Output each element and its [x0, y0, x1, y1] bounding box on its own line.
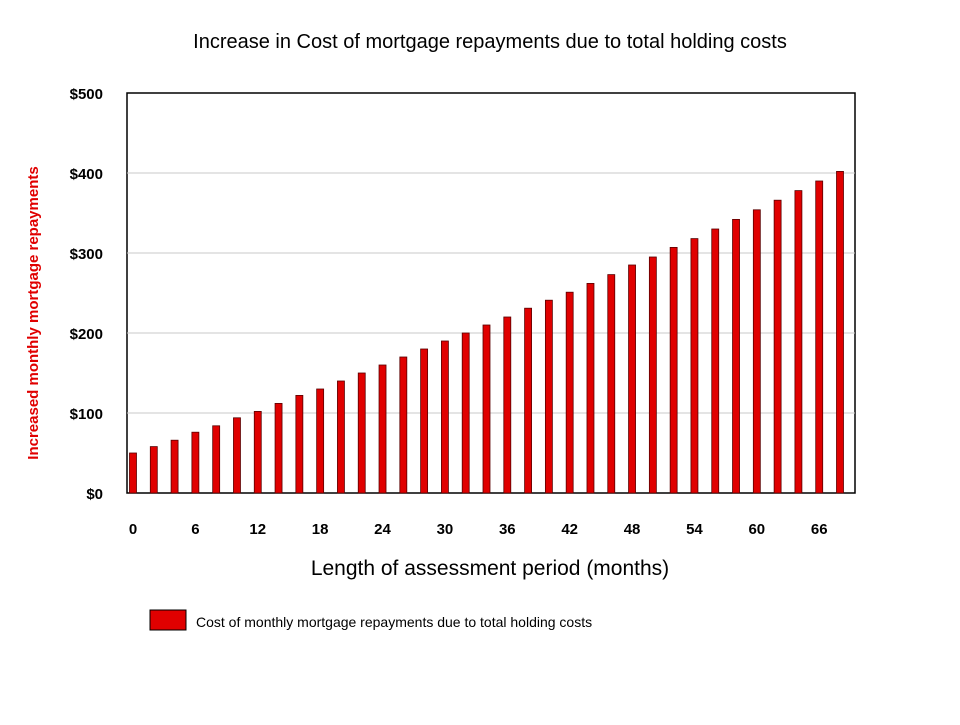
bar: [420, 348, 429, 494]
bar: [544, 299, 553, 494]
bar: [628, 264, 636, 494]
bar: [191, 431, 200, 494]
bar: [794, 190, 803, 494]
bar: [815, 180, 824, 494]
bar: [607, 274, 616, 494]
x-tick-label: 54: [686, 521, 703, 538]
x-tick-label: 18: [312, 521, 329, 538]
y-tick-label: $0: [86, 486, 103, 503]
bar: [524, 307, 532, 494]
bar: [274, 402, 283, 494]
chart-title: Increase in Cost of mortgage repayments …: [193, 31, 787, 53]
bar: [773, 199, 782, 494]
bar: [129, 452, 137, 494]
x-tick-label: 0: [129, 521, 137, 538]
legend-swatch: [149, 609, 187, 631]
legend: Cost of monthly mortgage repayments due …: [149, 609, 592, 631]
bar: [690, 238, 699, 494]
x-axis-label: Length of assessment period (months): [311, 557, 669, 580]
bars: [129, 170, 844, 494]
x-tick-label: 30: [437, 521, 454, 538]
y-axis-ticks: $0 $100 $200 $300 $400 $500: [70, 86, 103, 503]
bar: [752, 209, 761, 494]
x-tick-label: 48: [624, 521, 641, 538]
x-tick-label: 60: [748, 521, 765, 538]
y-tick-label: $300: [70, 246, 103, 263]
y-tick-label: $500: [70, 86, 103, 103]
bar: [732, 218, 740, 494]
legend-label: Cost of monthly mortgage repayments due …: [196, 614, 592, 630]
bar: [565, 291, 574, 494]
bar: [482, 324, 491, 494]
x-tick-label: 24: [374, 521, 391, 538]
y-tick-label: $200: [70, 326, 103, 343]
bar: [316, 388, 325, 494]
bar: [295, 394, 304, 494]
bar: [441, 340, 449, 494]
bar: [836, 170, 844, 494]
x-tick-label: 36: [499, 521, 516, 538]
bar: [357, 372, 366, 494]
y-tick-label: $400: [70, 166, 103, 183]
bar: [253, 410, 262, 494]
bar: [378, 364, 387, 494]
bar: [711, 228, 720, 494]
x-axis-ticks: 0 6 12 18 24 30 36 42 48 54 60 66: [129, 521, 828, 538]
bar: [503, 316, 512, 494]
x-tick-label: 6: [191, 521, 199, 538]
bar: [586, 282, 595, 494]
x-tick-label: 66: [811, 521, 828, 538]
bar: [669, 246, 678, 494]
bar: [337, 380, 345, 494]
bar: [212, 425, 221, 494]
x-tick-label: 42: [561, 521, 578, 538]
bar: [233, 417, 241, 494]
bar: [461, 332, 470, 494]
y-axis-label: Increased monthly mortgage repayments: [25, 166, 42, 459]
x-tick-label: 12: [249, 521, 266, 538]
bar: [149, 446, 158, 494]
y-tick-label: $100: [70, 406, 103, 423]
bar: [170, 439, 179, 494]
bar: [399, 356, 408, 494]
bar: [648, 256, 657, 494]
